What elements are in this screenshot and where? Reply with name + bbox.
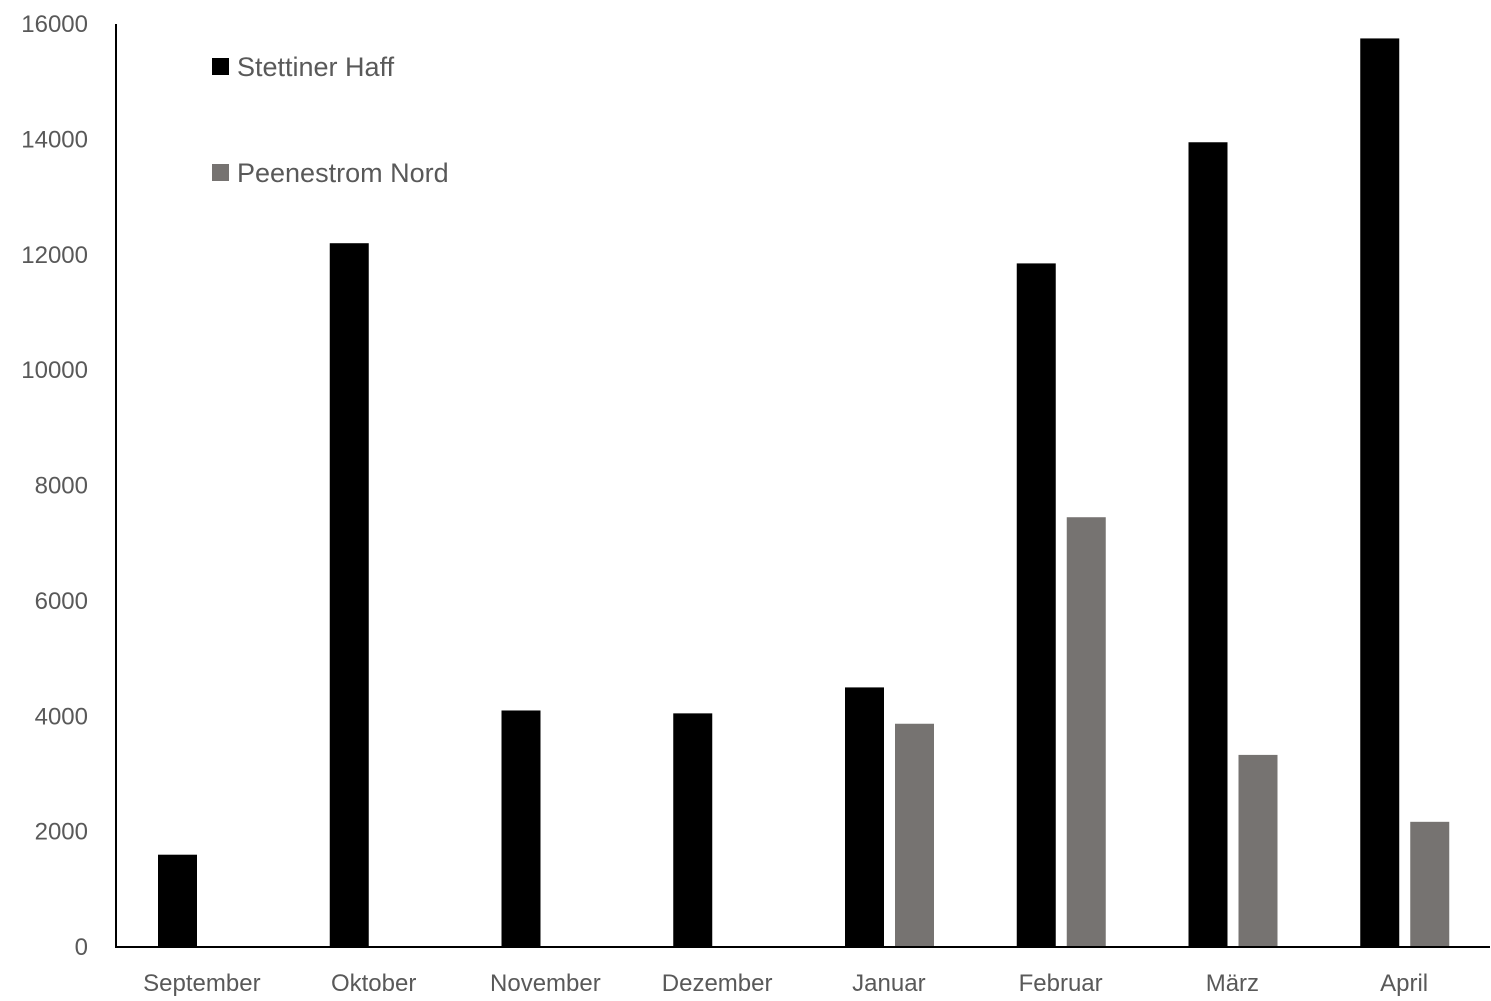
axes-layer [115, 24, 1490, 948]
bar-stettiner-haff-4 [845, 687, 884, 947]
legend-swatch [212, 164, 229, 181]
bars-layer [158, 38, 1450, 947]
bar-stettiner-haff-7 [1360, 38, 1400, 947]
bar-peenestrom-nord-7 [1410, 821, 1450, 947]
bar-peenestrom-nord-5 [1066, 517, 1106, 947]
x-tick-label: April [1380, 970, 1428, 996]
x-tick-label: Dezember [662, 970, 773, 996]
bar-peenestrom-nord-6 [1238, 754, 1278, 947]
x-tick-label: Januar [852, 970, 925, 996]
y-tick-label: 4000 [35, 703, 88, 730]
x-axis-ticks: September Oktober November Dezember Januar Fe… [143, 970, 1428, 997]
x-tick-label: Oktober [331, 970, 416, 996]
y-tick-label: 16000 [21, 11, 88, 38]
bar-stettiner-haff-1 [329, 243, 369, 947]
legend-swatch [212, 58, 229, 75]
bar-stettiner-haff-0 [158, 854, 197, 947]
y-tick-label: 0 [75, 934, 88, 961]
y-tick-label: 6000 [35, 588, 88, 615]
legend: Stettiner Haff Peenestrom Nord [212, 52, 449, 188]
bar-stettiner-haff-5 [1016, 263, 1056, 947]
y-tick-label: 12000 [21, 242, 88, 269]
x-tick-label: September [143, 970, 260, 996]
x-tick-label: März [1206, 970, 1259, 996]
bar-stettiner-haff-2 [501, 710, 541, 947]
y-tick-label: 2000 [35, 819, 88, 846]
bar-stettiner-haff-6 [1188, 142, 1228, 947]
legend-label: Stettiner Haff [237, 52, 395, 82]
bar-peenestrom-nord-4 [895, 723, 934, 947]
x-tick-label: Februar [1019, 970, 1103, 996]
y-axis-ticks: 0 2000 4000 6000 8000 10000 12000 14000 16000 [21, 11, 88, 961]
y-tick-label: 8000 [35, 473, 88, 500]
x-tick-label: November [490, 970, 601, 996]
legend-label: Peenestrom Nord [237, 158, 449, 188]
y-tick-label: 10000 [21, 357, 88, 384]
y-tick-label: 14000 [21, 126, 88, 153]
bar-stettiner-haff-3 [673, 713, 713, 947]
